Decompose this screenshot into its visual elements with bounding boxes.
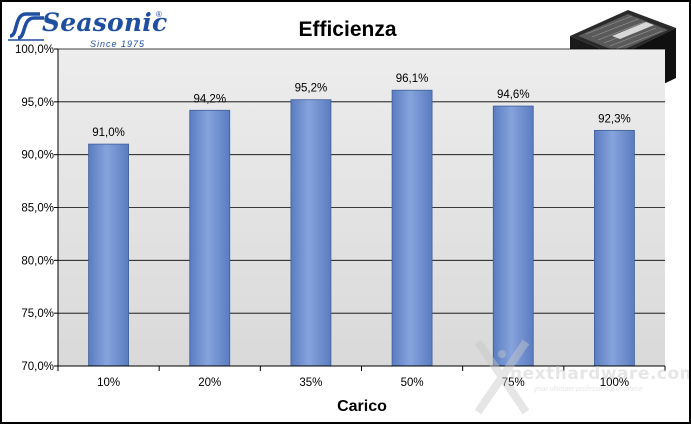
data-label: 92,3% (598, 113, 631, 125)
y-tick-label: 90,0% (21, 150, 54, 162)
seasonic-logo: Seasonic ® Since 1975 (6, 6, 168, 50)
logo-since: Since 1975 (90, 39, 146, 49)
x-tick-label: 10% (97, 377, 120, 389)
bar-75pct (492, 105, 534, 367)
y-tick-label: 85,0% (21, 203, 54, 215)
bar-20pct (189, 109, 231, 367)
x-tick-label: 100% (600, 377, 629, 389)
bar-35pct (290, 99, 332, 367)
x-tick-label: 50% (401, 377, 424, 389)
data-label: 96,1% (396, 73, 429, 85)
y-tick-label: 70,0% (21, 361, 54, 373)
bar-100pct (594, 129, 635, 367)
logo-wordmark: Seasonic (42, 8, 168, 37)
x-axis-label: Carico (337, 398, 387, 415)
x-tick-label: 75% (502, 377, 525, 389)
data-label: 94,6% (497, 89, 530, 101)
y-tick-label: 75,0% (21, 308, 54, 320)
data-label: 91,0% (92, 127, 125, 139)
nexthardware-watermark: nexthardware.com your ultimate professio… (472, 334, 689, 418)
y-tick-label: 100,0% (15, 44, 54, 56)
data-label: 94,2% (193, 93, 226, 105)
x-tick-label: 35% (299, 377, 322, 389)
bar-10pct (88, 143, 129, 367)
data-label: 95,2% (295, 83, 328, 95)
registered-mark: ® (156, 10, 162, 19)
seasonic-swoosh-icon (8, 12, 44, 41)
watermark-text: nexthardware.com (510, 364, 691, 384)
x-tick-label: 20% (198, 377, 221, 389)
bar-50pct (391, 89, 433, 367)
y-tick-label: 95,0% (21, 97, 54, 109)
chart-title: Efficienza (298, 18, 397, 41)
watermark-tagline: your ultimate professional resource (534, 386, 643, 393)
watermark-x-icon (474, 339, 530, 415)
y-tick-label: 80,0% (21, 255, 54, 267)
